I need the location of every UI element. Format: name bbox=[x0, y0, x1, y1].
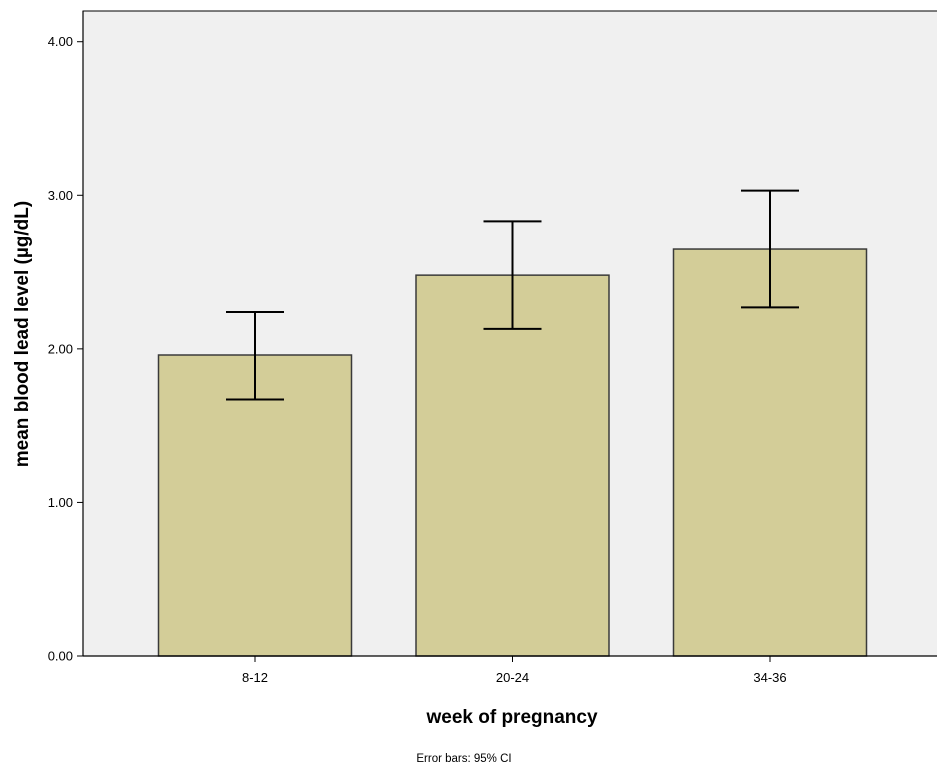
y-tick-label-4: 4.00 bbox=[48, 34, 73, 49]
bar-8-12 bbox=[157, 354, 353, 657]
y-tick-label-3: 3.00 bbox=[48, 188, 73, 203]
y-axis: 0.00 1.00 2.00 3.00 4.00 bbox=[48, 11, 84, 664]
x-axis: 8-12 20-24 34-36 bbox=[83, 655, 937, 685]
y-tick-label-0: 0.00 bbox=[48, 649, 73, 664]
bar-20-24 bbox=[415, 274, 610, 657]
bar-34-36 bbox=[672, 248, 868, 657]
error-bars-group bbox=[226, 189, 799, 401]
x-tick-label-34-36: 34-36 bbox=[753, 670, 786, 685]
x-tick-label-20-24: 20-24 bbox=[496, 670, 529, 685]
x-tick-label-8-12: 8-12 bbox=[242, 670, 268, 685]
x-axis-title: week of pregnancy bbox=[425, 707, 597, 728]
y-tick-label-1: 1.00 bbox=[48, 495, 73, 510]
y-axis-title: mean blood lead level (µg/dL) bbox=[12, 201, 33, 467]
y-tick-label-2: 2.00 bbox=[48, 341, 73, 356]
error-bars-footnote: Error bars: 95% CI bbox=[416, 753, 511, 765]
